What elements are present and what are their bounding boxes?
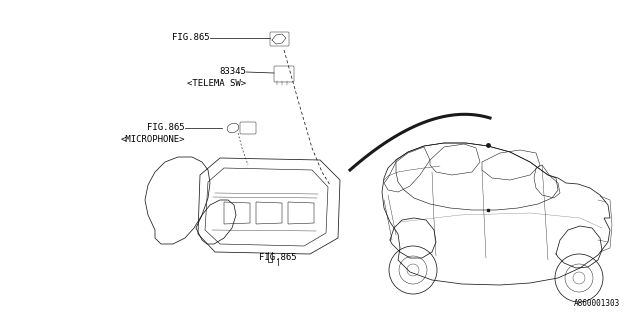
Text: <TELEMA SW>: <TELEMA SW>	[187, 78, 246, 87]
Text: 83345: 83345	[219, 68, 246, 76]
Text: FIG.865: FIG.865	[147, 124, 185, 132]
Text: <MICROPHONE>: <MICROPHONE>	[120, 134, 185, 143]
Text: A860001303: A860001303	[573, 299, 620, 308]
Text: FIG.865: FIG.865	[259, 253, 297, 262]
Text: FIG.865: FIG.865	[172, 34, 210, 43]
